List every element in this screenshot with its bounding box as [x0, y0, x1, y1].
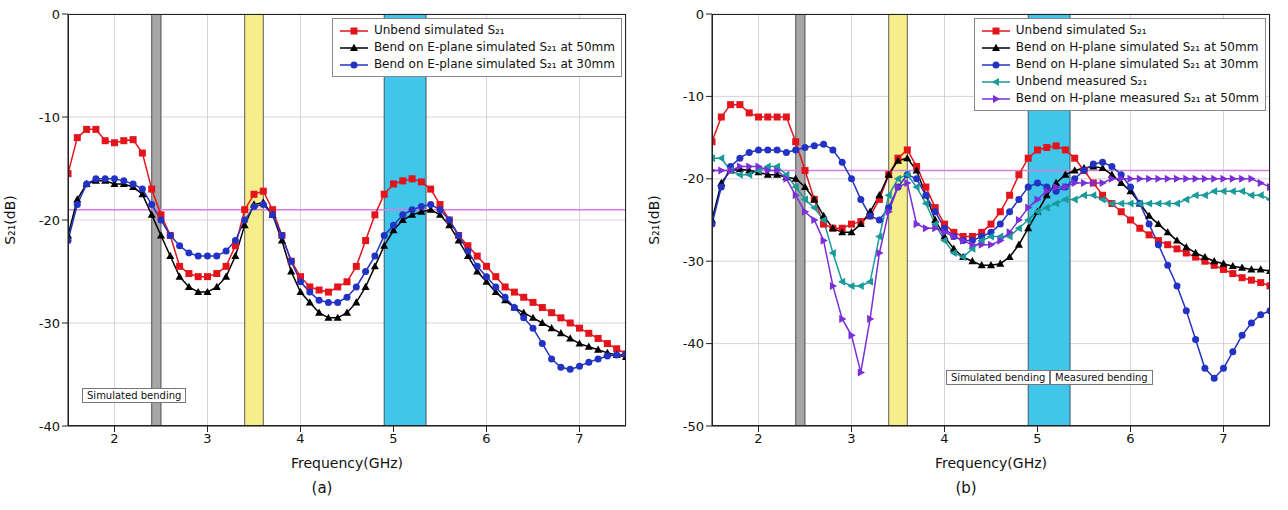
svg-text:S₂₁(dB): S₂₁(dB): [2, 195, 18, 245]
svg-text:6: 6: [482, 431, 490, 446]
svg-text:7: 7: [575, 431, 583, 446]
html-text:Measured bending: Measured bending: [1055, 372, 1148, 383]
svg-text:2: 2: [754, 431, 762, 446]
svg-text:-30: -30: [683, 254, 704, 269]
svg-text:3: 3: [847, 431, 855, 446]
html-text:(a): (a): [311, 479, 333, 497]
html-text:Bend on E-plane simulated S₂₁: Bend on E-plane simulated S₂₁ at 50mm: [373, 40, 615, 54]
html-text:Unbend simulated S₂₁: Unbend simulated S₂₁: [373, 23, 505, 37]
svg-text:3: 3: [203, 431, 211, 446]
html-text:Simulated bending: Simulated bending: [87, 390, 182, 401]
svg-text:5: 5: [389, 431, 397, 446]
svg-text:-20: -20: [683, 171, 704, 186]
svg-text:Frequency(GHz): Frequency(GHz): [291, 455, 403, 471]
html-text:Unbend simulated S₂₁: Unbend simulated S₂₁: [1015, 23, 1147, 37]
svg-text:-30: -30: [39, 316, 60, 331]
svg-text:-40: -40: [39, 419, 60, 434]
svg-text:4: 4: [940, 431, 948, 446]
svg-text:2: 2: [110, 431, 118, 446]
html-text:Bend on H-plane simulated S₂₁: Bend on H-plane simulated S₂₁ at 50mm: [1015, 40, 1259, 54]
svg-text:-10: -10: [683, 89, 704, 104]
svg-text:-50: -50: [683, 419, 704, 434]
svg-text:5: 5: [1033, 431, 1041, 446]
svg-text:-10: -10: [39, 110, 60, 125]
svg-text:6: 6: [1126, 431, 1134, 446]
svg-text:S₂₁(dB): S₂₁(dB): [646, 195, 662, 245]
html-text:Bend on H-plane measured S₂₁ a: Bend on H-plane measured S₂₁ at 50mm: [1015, 91, 1259, 105]
svg-text:7: 7: [1219, 431, 1227, 446]
svg-text:-20: -20: [39, 213, 60, 228]
svg-text:-40: -40: [683, 336, 704, 351]
html-text:Unbend measured S₂₁: Unbend measured S₂₁: [1015, 74, 1148, 88]
svg-text:4: 4: [296, 431, 304, 446]
svg-text:0: 0: [696, 7, 704, 22]
html-text:Simulated bending: Simulated bending: [951, 372, 1046, 383]
html-text:Bend on H-plane simulated S₂₁: Bend on H-plane simulated S₂₁ at 30mm: [1015, 57, 1259, 71]
svg-text:0: 0: [52, 7, 60, 22]
html-text:(b): (b): [955, 479, 977, 497]
html-text:Bend on E-plane simulated S₂₁: Bend on E-plane simulated S₂₁ at 30mm: [373, 57, 615, 71]
svg-text:Frequency(GHz): Frequency(GHz): [935, 455, 1047, 471]
